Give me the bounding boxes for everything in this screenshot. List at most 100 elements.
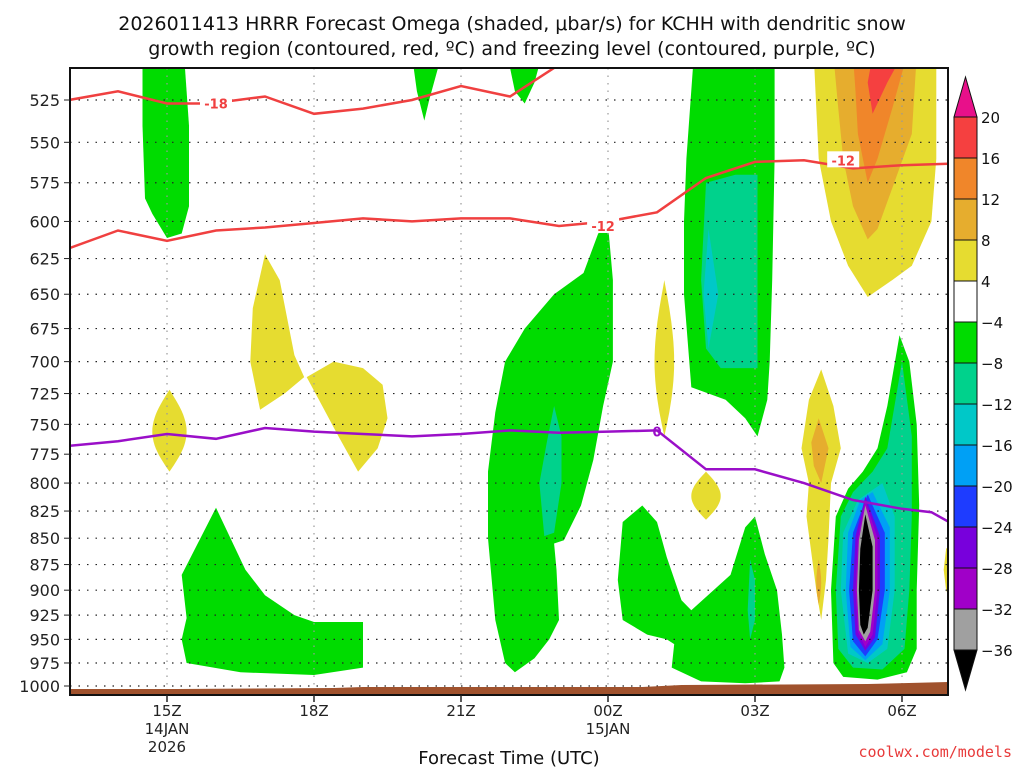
colorbar-swatch bbox=[953, 362, 978, 405]
omega-gold-04z-mid bbox=[811, 418, 829, 484]
colorbar-tick-label: 16 bbox=[981, 150, 1000, 168]
colorbar-tick-label: −24 bbox=[981, 519, 1013, 537]
omega-yellow-01z-small bbox=[654, 280, 675, 437]
y-tick-label: 625 bbox=[29, 250, 60, 269]
x-tick-label: 03Z bbox=[740, 702, 769, 720]
colorbar-tick-label: 4 bbox=[981, 273, 991, 291]
y-tick-label: 1000 bbox=[19, 677, 60, 696]
colorbar-tick-label: 20 bbox=[981, 109, 1000, 127]
y-tick-label: 900 bbox=[29, 581, 60, 600]
dgz-contour--12 bbox=[70, 159, 948, 250]
colorbar-tick-label: −36 bbox=[981, 642, 1013, 660]
omega-yellow-small-15z bbox=[152, 389, 187, 472]
freezing-level-contour-0 bbox=[70, 426, 948, 523]
y-tick-label: 950 bbox=[29, 630, 60, 649]
temperature-contours: -18 -12 -12 0 bbox=[70, 68, 948, 523]
dgz-label-minus12-a-bg bbox=[587, 216, 620, 233]
chart-title-line-1: 2026011413 HRRR Forecast Omega (shaded, … bbox=[118, 13, 906, 35]
omega-gold-04z-lower bbox=[816, 559, 822, 606]
y-tick-label: 575 bbox=[29, 174, 60, 193]
y-tick-label: 850 bbox=[29, 529, 60, 548]
omega-black-05z-core bbox=[858, 514, 873, 635]
colorbar-tick-label: −4 bbox=[981, 314, 1003, 332]
y-tick-label: 975 bbox=[29, 654, 60, 673]
colorbar-swatch bbox=[953, 608, 978, 651]
credit-text: coolwx.com/models bbox=[858, 743, 1012, 761]
y-tick-label: 725 bbox=[29, 385, 60, 404]
y-tick-label: 750 bbox=[29, 415, 60, 434]
colorbar-swatch bbox=[953, 116, 978, 159]
colorbar-tick-label: −20 bbox=[981, 478, 1013, 496]
omega-yellow-04z-mid bbox=[801, 369, 841, 620]
omega-cyan-02z-inner bbox=[703, 229, 719, 349]
y-tick-label: 775 bbox=[29, 445, 60, 464]
y-tick-label: 925 bbox=[29, 606, 60, 625]
x-tick-date: 15JAN bbox=[586, 720, 631, 738]
colorbar-swatch bbox=[953, 157, 978, 200]
dgz-label-minus12-b: -12 bbox=[831, 154, 855, 169]
omega-teal-02z-core bbox=[701, 174, 758, 369]
omega-teal-01z-core bbox=[747, 559, 755, 640]
colorbar-swatch bbox=[953, 526, 978, 569]
y-tick-label: 600 bbox=[29, 212, 60, 231]
colorbar-below-triangle bbox=[953, 649, 978, 692]
x-tick-label: 18Z bbox=[299, 702, 328, 720]
y-axis: 525 550 575 600 625 650 675 700 725 750 775 800 825 8… bbox=[19, 91, 70, 696]
chart-title-line-2: growth region (contoured, red, ºC) and f… bbox=[148, 38, 875, 60]
colorbar: 20 16 12 8 4 −4 −8 −12 −16 −20 −24 −28 −32 −36 bbox=[953, 75, 1013, 692]
omega-green-lobe-20z bbox=[413, 68, 438, 121]
dgz-label-minus12-a: -12 bbox=[591, 220, 615, 235]
colorbar-swatch bbox=[953, 280, 978, 323]
omega-yellow-18z-mid bbox=[306, 361, 388, 472]
colorbar-swatch bbox=[953, 567, 978, 610]
colorbar-tick-label: −12 bbox=[981, 396, 1013, 414]
dgz-label-minus18: -18 bbox=[204, 97, 228, 112]
colorbar-tick-label: −32 bbox=[981, 601, 1013, 619]
y-tick-label: 525 bbox=[29, 91, 60, 110]
colorbar-above-triangle bbox=[953, 75, 978, 118]
y-tick-label: 650 bbox=[29, 285, 60, 304]
omega-yellow-02z-lower bbox=[691, 471, 721, 520]
omega-orange-05z-upper bbox=[853, 68, 904, 183]
terrain bbox=[70, 682, 948, 695]
x-tick-year: 2026 bbox=[148, 738, 186, 756]
colorbar-tick-label: 12 bbox=[981, 191, 1000, 209]
y-tick-label: 700 bbox=[29, 353, 60, 372]
colorbar-swatch bbox=[953, 485, 978, 528]
x-tick-label: 15Z bbox=[152, 702, 181, 720]
colorbar-tick-label: −28 bbox=[981, 560, 1013, 578]
colorbar-swatch bbox=[953, 403, 978, 446]
y-tick-label: 675 bbox=[29, 320, 60, 339]
freezing-level-label-0: 0 bbox=[652, 426, 661, 441]
colorbar-swatch bbox=[953, 239, 978, 282]
colorbar-tick-label: −16 bbox=[981, 437, 1013, 455]
y-tick-label: 800 bbox=[29, 474, 60, 493]
dgz-contour--18 bbox=[70, 68, 557, 116]
dgz-label-minus18-bg bbox=[200, 94, 232, 111]
omega-green-lobe-22z bbox=[510, 68, 539, 104]
x-tick-date: 14JAN bbox=[145, 720, 190, 738]
y-tick-label: 875 bbox=[29, 556, 60, 575]
plot-area: -18 -12 -12 0 bbox=[70, 68, 948, 695]
omega-yellow-edge-right bbox=[943, 546, 948, 595]
omega-green-early-upper bbox=[142, 68, 189, 238]
omega-green-low-left bbox=[181, 507, 363, 675]
y-tick-label: 550 bbox=[29, 133, 60, 152]
terrain-ground bbox=[70, 682, 948, 695]
x-axis-label: Forecast Time (UTC) bbox=[418, 748, 599, 768]
plot-frame bbox=[69, 67, 949, 696]
x-tick-label: 06Z bbox=[887, 702, 916, 720]
omega-red-05z-upper bbox=[867, 68, 896, 114]
dgz-label-minus12-b-bg bbox=[827, 151, 860, 168]
colorbar-swatch bbox=[953, 444, 978, 487]
colorbar-tick-label: 8 bbox=[981, 232, 991, 250]
omega-yellow-17z-upper bbox=[250, 254, 305, 410]
colorbar-swatch bbox=[953, 198, 978, 241]
y-tick-label: 825 bbox=[29, 502, 60, 521]
x-tick-label: 00Z bbox=[593, 702, 622, 720]
omega-teal-22z-core bbox=[539, 406, 562, 537]
x-tick-label: 21Z bbox=[446, 702, 475, 720]
colorbar-swatch bbox=[953, 321, 978, 364]
